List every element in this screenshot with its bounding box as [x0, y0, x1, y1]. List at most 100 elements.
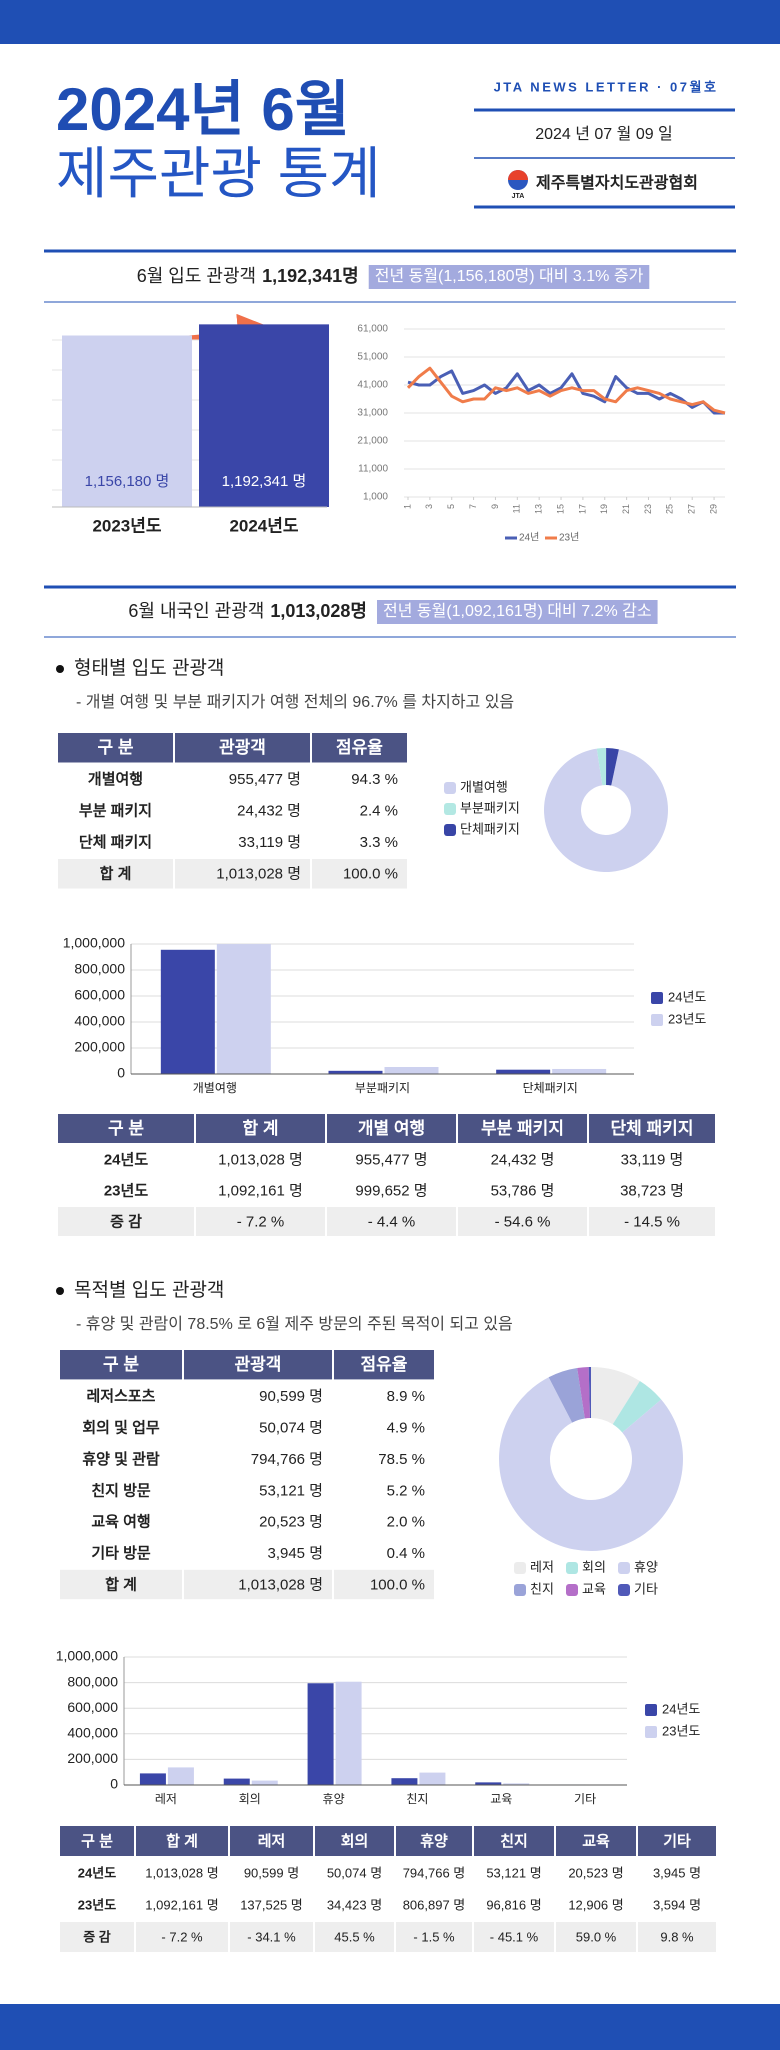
x-tick-label: 19 [599, 504, 609, 514]
table-cell [184, 1350, 332, 1380]
legend-label: 친지 [530, 1581, 554, 1596]
y-tick-label: 200,000 [67, 1750, 118, 1766]
org-name: 제주특별자치도관광협회 [536, 173, 698, 192]
legend-label: 24년도 [662, 1701, 700, 1716]
table-cell [60, 1475, 182, 1505]
x-tick-label: 11 [512, 504, 522, 513]
legend-swatch [444, 803, 456, 815]
y-tick-label: 400,000 [67, 1725, 118, 1741]
table-cell-text: - 45.1 % [490, 1929, 539, 1944]
table-cell [396, 1922, 472, 1952]
x-tick-label: 23 [643, 504, 653, 514]
table-cell [589, 1114, 715, 1143]
donut-slice [588, 1367, 591, 1419]
table-cell [315, 1858, 394, 1888]
subtitle: 제주관광 통계 [56, 142, 381, 205]
y-tick-label: 0 [110, 1776, 118, 1792]
table-cell-text: 999,652 명 [355, 1182, 427, 1199]
table-cell [184, 1475, 332, 1505]
table-cell [474, 1890, 554, 1920]
table-cell [196, 1145, 325, 1174]
x-tick-label: 기타 [574, 1792, 596, 1806]
table-header: 회의 [341, 1832, 369, 1850]
table-cell [184, 1538, 332, 1568]
table-cell-text: 137,525 명 [240, 1897, 303, 1912]
donut-slice [612, 1381, 662, 1433]
table-cell-text: - 1.5 % [413, 1929, 455, 1944]
table-cell [58, 796, 173, 826]
legend-swatch [651, 1014, 663, 1026]
table-cell [230, 1890, 313, 1920]
table-header: 관광객 [219, 738, 266, 757]
table-header: 기타 [663, 1833, 691, 1850]
y-tick-label: 21,000 [357, 436, 388, 447]
legend-label: 개별여행 [460, 779, 508, 794]
table-cell [60, 1922, 134, 1952]
table-cell [60, 1412, 182, 1443]
logo-text: JTA [512, 193, 525, 200]
table-cell [60, 1507, 182, 1537]
y-tick-label: 41,000 [357, 380, 388, 391]
summary-highlight [377, 600, 658, 624]
summary: 6월 입도 관광객 1,192,341명 [137, 266, 359, 286]
y-tick-label: 1,000,000 [56, 1648, 118, 1664]
table-cell [60, 1381, 182, 1411]
table-header: 부분 패키지 [481, 1119, 564, 1138]
series-line [407, 369, 725, 415]
table-cell [334, 1507, 434, 1537]
table-cell [58, 1176, 194, 1205]
table-cell-text: 1,013,028 명 [218, 1151, 303, 1168]
table-cell-text: 기타 방문 [91, 1544, 151, 1562]
legend-label: 레저 [530, 1559, 554, 1574]
table-cell-text: 5.2 % [387, 1482, 425, 1499]
table-cell [60, 1890, 134, 1920]
donut-slice [596, 748, 607, 786]
bar [384, 1067, 439, 1074]
x-tick-label: 5 [446, 504, 456, 509]
bar [167, 1767, 194, 1785]
summary-value: 1,013,028명 [270, 601, 367, 621]
table-cell-text: 부분 패키지 [79, 803, 152, 820]
bar [139, 1773, 166, 1785]
table-cell [556, 1890, 636, 1920]
x-tick-label: 개별여행 [193, 1080, 237, 1095]
table-cell [136, 1922, 228, 1952]
y-tick-label: 800,000 [67, 1673, 118, 1689]
table-cell [556, 1826, 636, 1856]
bar [223, 1778, 250, 1785]
table-header: 친지 [500, 1832, 528, 1850]
table-cell-text: 개별여행 [88, 770, 143, 788]
table-cell-text: 100.0 % [370, 1576, 425, 1593]
table-cell-text: 교육 여행 [91, 1514, 150, 1531]
y-tick-label: 31,000 [357, 408, 388, 419]
table-cell-text: 1,092,161 명 [145, 1897, 218, 1912]
table-cell [58, 827, 173, 857]
donut-slice [606, 748, 619, 786]
legend-swatch [514, 1584, 526, 1596]
table-header: 개별 여행 [358, 1119, 425, 1138]
table-header: 점유율 [336, 738, 383, 757]
table-cell [58, 764, 173, 794]
table-cell-text: 3,945 명 [267, 1545, 323, 1562]
table-cell-text: 8.9 % [387, 1388, 425, 1405]
table-cell [334, 1412, 434, 1443]
table-cell [396, 1858, 472, 1888]
table-cell-text: 친지 방문 [91, 1481, 151, 1499]
table-cell [638, 1826, 716, 1856]
bullet [56, 665, 64, 673]
table-cell [60, 1350, 182, 1380]
section-note: - 휴양 및 관람이 78.5% 로 6월 제주 방문의 주된 목적이 되고 있… [76, 1315, 513, 1333]
table-cell [58, 1207, 194, 1236]
table-cell [136, 1858, 228, 1888]
table-cell-text: 53,121 명 [486, 1865, 541, 1880]
table-cell-text: 2.4 % [360, 803, 398, 820]
x-tick-label: 13 [534, 504, 544, 514]
table-cell [327, 1114, 456, 1143]
table-cell [327, 1145, 456, 1174]
series-line [406, 366, 726, 415]
table-cell [315, 1826, 394, 1856]
table-cell [60, 1538, 182, 1568]
table-cell-text: 3,594 명 [653, 1897, 701, 1912]
y-tick-label: 51,000 [357, 352, 388, 363]
